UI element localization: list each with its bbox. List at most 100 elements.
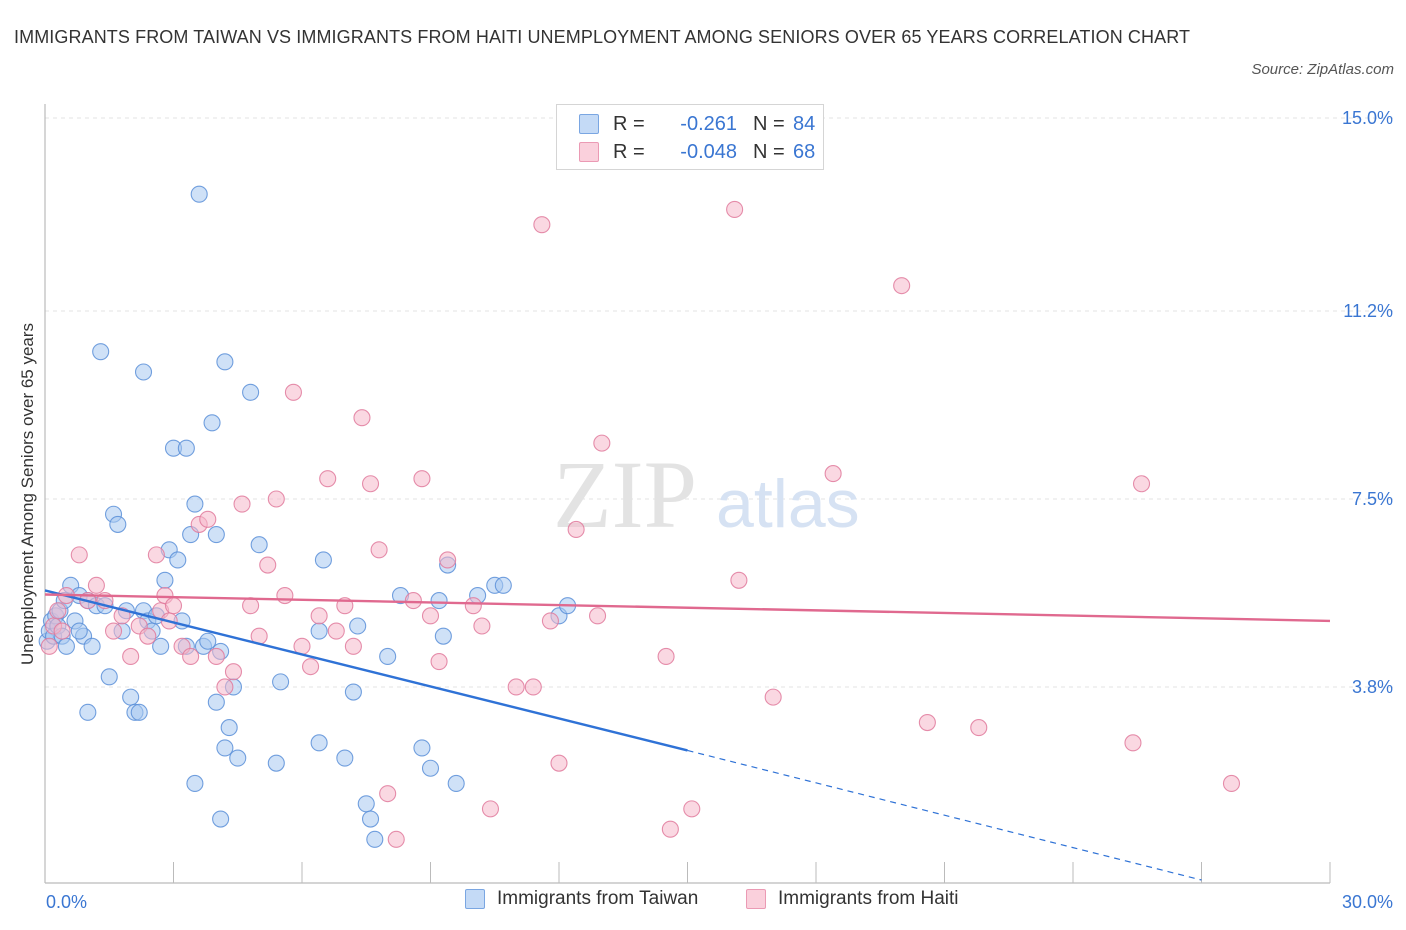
point-haiti (893, 277, 911, 295)
point-haiti (259, 556, 277, 574)
bottom-legend-taiwan: Immigrants from Taiwan (465, 888, 698, 910)
point-haiti (439, 551, 457, 569)
point-taiwan (100, 668, 118, 686)
point-haiti (1132, 475, 1151, 493)
point-haiti (267, 490, 285, 508)
point-haiti (404, 592, 422, 610)
point-haiti (344, 637, 362, 655)
point-haiti (413, 470, 431, 488)
correlation-legend: R = -0.261 N = 84 R = -0.048 N = 68 (556, 104, 824, 170)
point-haiti (87, 576, 105, 594)
y-tick-label: 11.2% (1343, 301, 1393, 321)
point-taiwan (344, 683, 362, 701)
series-taiwan (38, 185, 577, 848)
point-haiti (464, 597, 482, 615)
tick-labels: 3.8% 7.5% 11.2% 15.0% 0.0% 30.0% (46, 108, 1393, 912)
point-taiwan (92, 343, 110, 361)
point-haiti (284, 383, 302, 401)
point-taiwan (447, 774, 465, 793)
point-taiwan (109, 515, 127, 533)
point-taiwan (357, 795, 375, 813)
legend-r-value: -0.261 (680, 112, 737, 135)
point-taiwan (494, 576, 512, 594)
series-haiti (40, 200, 1241, 848)
point-haiti (1124, 734, 1142, 752)
point-taiwan (134, 363, 153, 381)
x-tick-label: 0.0% (46, 892, 87, 912)
point-taiwan (186, 495, 204, 513)
legend-swatch-haiti (579, 142, 599, 162)
point-taiwan (203, 414, 221, 432)
point-haiti (310, 607, 328, 625)
point-taiwan (242, 383, 260, 401)
point-taiwan (434, 627, 452, 645)
axes (44, 104, 1331, 884)
point-haiti (918, 713, 936, 732)
legend-n-label: N = (753, 112, 785, 135)
point-haiti (70, 546, 88, 564)
point-taiwan (152, 637, 170, 655)
y-tick-label: 3.8% (1352, 677, 1393, 697)
point-taiwan (212, 810, 230, 828)
legend-n-label: N = (753, 140, 785, 163)
point-haiti (533, 216, 551, 234)
point-haiti (541, 612, 559, 630)
point-taiwan (79, 703, 97, 721)
legend-row-taiwan: R = -0.261 N = 84 (579, 110, 815, 138)
point-haiti (507, 678, 525, 696)
point-haiti (242, 597, 260, 615)
point-haiti (233, 495, 251, 513)
bottom-legend-taiwan-label: Immigrants from Taiwan (497, 888, 699, 909)
trend-lines (44, 589, 1331, 881)
point-haiti (764, 688, 782, 706)
chart-title: IMMIGRANTS FROM TAIWAN VS IMMIGRANTS FRO… (14, 27, 1191, 47)
point-taiwan (310, 734, 328, 752)
point-taiwan (229, 749, 247, 767)
point-taiwan (379, 647, 397, 666)
point-haiti (49, 602, 67, 620)
point-taiwan (83, 637, 101, 655)
point-taiwan (169, 551, 187, 569)
point-haiti (1222, 774, 1241, 793)
point-taiwan (314, 551, 332, 569)
point-taiwan (361, 810, 380, 828)
y-tick-label: 15.0% (1342, 108, 1393, 128)
point-haiti (970, 719, 988, 737)
point-haiti (302, 658, 320, 676)
point-taiwan (250, 536, 268, 554)
point-taiwan (366, 830, 384, 848)
point-taiwan (190, 185, 208, 203)
legend-row-haiti: R = -0.048 N = 68 (579, 138, 815, 166)
point-haiti (421, 607, 440, 625)
x-tick-label: 30.0% (1342, 892, 1393, 912)
bottom-swatch-haiti (746, 889, 766, 909)
point-taiwan (216, 353, 234, 371)
point-taiwan (413, 739, 431, 757)
point-taiwan (177, 439, 195, 457)
point-taiwan (421, 759, 440, 777)
legend-n-value: 84 (793, 112, 816, 135)
point-taiwan (267, 754, 285, 772)
legend-n-value: 68 (793, 140, 816, 163)
legend-r-value: -0.048 (680, 140, 737, 163)
bottom-legend-haiti: Immigrants from Haiti (746, 888, 959, 910)
point-haiti (53, 622, 71, 640)
point-haiti (199, 510, 217, 528)
point-haiti (224, 663, 243, 681)
legend-r-label: R = (613, 112, 645, 135)
point-haiti (353, 409, 371, 427)
y-tick-label: 7.5% (1352, 489, 1393, 509)
point-haiti (40, 637, 58, 655)
point-taiwan (57, 637, 75, 655)
point-taiwan (122, 688, 140, 706)
source-attribution: Source: ZipAtlas.com (1251, 61, 1394, 78)
point-haiti (481, 800, 500, 818)
point-haiti (379, 785, 397, 803)
point-haiti (139, 627, 157, 645)
watermark: ZIP atlas (553, 441, 860, 548)
point-haiti (122, 647, 140, 666)
point-taiwan (430, 592, 448, 610)
point-taiwan (336, 749, 354, 767)
trend-line-taiwan-extension (687, 749, 1202, 881)
